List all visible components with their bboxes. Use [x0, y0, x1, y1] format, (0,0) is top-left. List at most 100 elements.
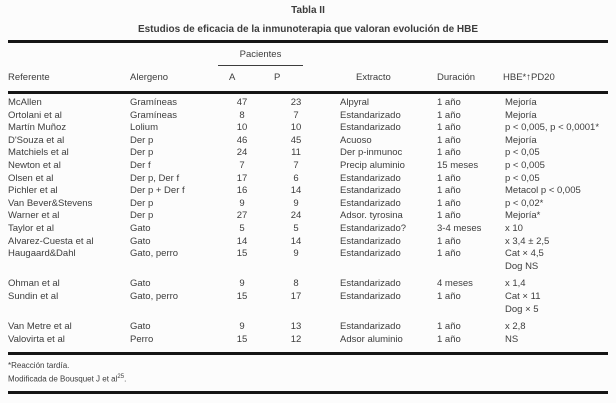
header-divider [8, 91, 608, 94]
cell: Metacol p < 0,005 [505, 185, 581, 197]
cell: Gato, perro [130, 290, 179, 302]
bottom-divider [8, 390, 608, 394]
cell: Estandarizado [340, 122, 401, 134]
cell [8, 304, 130, 322]
table-row: Dog NS [8, 261, 608, 279]
footnote-reaccion-tardia: *Reacción tardía. [8, 361, 70, 371]
cell: Mejoría [505, 109, 537, 121]
cell [330, 261, 432, 279]
cell: 1 año [437, 333, 461, 345]
cell: Van Metre et al [8, 321, 72, 333]
cell: Estandarizado [340, 278, 401, 290]
cell: 1 año [437, 147, 461, 159]
cell: Warner et al [8, 210, 60, 222]
cell: 1 año [437, 290, 461, 302]
data-table: McAllen Gramíneas 47 23 Alpyral 1 año Mejoría O… [8, 97, 608, 346]
table-row: Haugaard&Dahl Gato, perro 15 9 Estandarizado… [8, 248, 608, 261]
cell: 1 año [437, 97, 461, 108]
table-row: Warner et al Der p 27 24 Adsor. tyrosina 1 añ… [8, 210, 608, 223]
cell: p < 0,05 [505, 172, 540, 184]
cell: Mejoría [505, 134, 537, 146]
cell: Der p [130, 134, 154, 146]
cell: 47 [236, 97, 248, 108]
table-row: D'Souza et al Der p 46 45 Acuoso 1 año Mejoría [8, 135, 608, 148]
table-subtitle: Estudios de eficacia de la inmunoterapia… [137, 24, 479, 35]
cell: 14 [290, 185, 302, 197]
table-row: Valovirta et al Perro 15 12 Adsor aluminio 1 … [8, 334, 608, 347]
cell: Van Bever&Stevens [8, 197, 93, 209]
document-page: Tabla II Estudios de eficacia de la inmu… [8, 0, 608, 394]
cell: Gato, perro [130, 248, 179, 260]
cell: 9 [293, 248, 299, 260]
cell: Estandarizado [340, 185, 401, 197]
cell: Der p [130, 210, 154, 222]
cell [262, 304, 330, 322]
cell: 45 [290, 134, 302, 146]
cell: McAllen [8, 97, 42, 108]
cell: NS [505, 333, 519, 345]
cell: 5 [239, 222, 245, 234]
cell: 1 año [437, 321, 461, 333]
footnote-modificada-text: Modificada de Bousquet J et al [8, 374, 118, 384]
cell [330, 304, 432, 322]
table-row: Alvarez-Cuesta et al Gato 14 14 Estandarizad… [8, 236, 608, 249]
footnote-period: . [124, 374, 127, 384]
footnote-modificada: Modificada de Bousquet J et al25. [8, 372, 608, 385]
cell: Estandarizado [340, 172, 401, 184]
cell: 10 [290, 122, 302, 134]
cell: Estandarizado [340, 235, 401, 247]
cell: Estandarizado [340, 109, 401, 121]
table-header: Pacientes Referente Alergeno A P Extract… [8, 43, 608, 91]
table-row: Pichler et al Der p + Der f 16 14 Estandariz… [8, 185, 608, 198]
cell: Gato [130, 222, 151, 234]
cell: Ortolani et al [8, 109, 62, 121]
cell: 3-4 meses [437, 222, 482, 234]
cell: p < 0,05 [505, 147, 540, 159]
pacientes-group-label: Pacientes [239, 49, 282, 60]
cell: 14 [236, 235, 248, 247]
cell: Estandarizado [340, 197, 401, 209]
cell: 1 año [437, 172, 461, 184]
cell: Matchiels et al [8, 147, 69, 159]
cell: Estandarizado [340, 248, 401, 260]
cell: Martín Muñoz [8, 122, 67, 134]
cell: 4 meses [437, 278, 473, 290]
cell: 12 [290, 333, 302, 345]
cell: Precip aluminio [340, 159, 405, 171]
cell: Perro [130, 333, 154, 345]
cell: Gato [130, 235, 151, 247]
cell: 7 [239, 159, 245, 171]
cell: Cat × 11 [505, 290, 541, 302]
cell: 5 [293, 222, 299, 234]
cell: Valovirta et al [8, 333, 65, 345]
cell: Der p-inmunoc [340, 147, 403, 159]
table-row: Sundin et al Gato, perro 15 17 Estandarizado… [8, 291, 608, 304]
cell [8, 261, 130, 279]
top-divider [8, 40, 608, 43]
cell: Der p [130, 147, 154, 159]
column-header-p: P [274, 72, 281, 83]
cell: Acuoso [340, 134, 372, 146]
cell: Adsor. tyrosina [340, 210, 403, 222]
cell: 11 [291, 147, 301, 159]
cell: Gramíneas [130, 97, 177, 108]
cell: Der f [130, 159, 151, 171]
cell [130, 261, 222, 279]
cell: D'Souza et al [8, 134, 65, 146]
cell [432, 261, 500, 279]
cell: 24 [290, 210, 302, 222]
cell: 9 [293, 197, 299, 209]
cell: Cat × 4,5 [505, 248, 544, 260]
cell: p < 0,005 [505, 159, 545, 171]
cell: 27 [236, 210, 248, 222]
column-header-duracion: Duración [437, 72, 476, 83]
cell: x 2,8 [505, 321, 526, 333]
cell: Haugaard&Dahl [8, 248, 76, 260]
cell: Olsen et al [8, 172, 54, 184]
cell: Adsor aluminio [340, 333, 403, 345]
column-header-alergeno: Alergeno [130, 72, 169, 83]
cell: Mejoría* [505, 210, 541, 222]
cell: Gato [130, 321, 151, 333]
cell: Taylor et al [8, 222, 54, 234]
cell [222, 261, 262, 279]
